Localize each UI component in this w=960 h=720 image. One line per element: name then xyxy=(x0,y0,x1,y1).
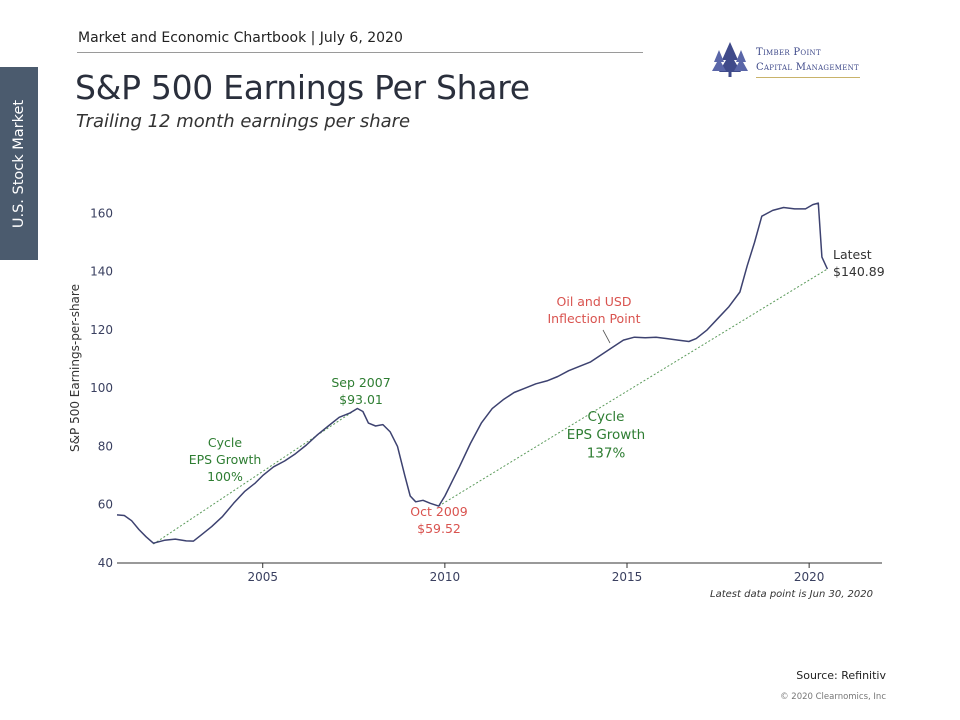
trend-label-2: EPS Growth xyxy=(567,427,645,443)
header-text: Market and Economic Chartbook | July 6, … xyxy=(78,30,403,46)
page-subtitle: Trailing 12 month earnings per share xyxy=(76,111,411,132)
annotation-trough-2009: $59.52 xyxy=(417,521,461,536)
x-tick-label: 2015 xyxy=(612,570,643,584)
x-tick-label: 2010 xyxy=(430,570,461,584)
page-title: S&P 500 Earnings Per Share xyxy=(75,68,530,107)
inflection-pointer xyxy=(602,329,611,344)
y-tick-label: 100 xyxy=(90,381,113,395)
trend-label-2: 137% xyxy=(587,445,626,461)
x-tick-label: 2005 xyxy=(247,570,278,584)
logo-line-1: Timber Point xyxy=(756,47,821,58)
trend-label-2: Cycle xyxy=(588,409,625,425)
logo-divider xyxy=(756,77,860,78)
annotation-inflection: Oil and USD xyxy=(557,294,632,309)
y-tick-label: 40 xyxy=(98,556,113,570)
note-text: Latest data point is Jun 30, 2020 xyxy=(710,589,873,600)
trend-label-1: EPS Growth xyxy=(189,452,262,467)
pine-trees-icon xyxy=(712,42,748,77)
annotation-latest: $140.89 xyxy=(833,264,885,279)
trend-label-1: 100% xyxy=(207,469,243,484)
series-line xyxy=(116,202,829,544)
copyright-text: © 2020 Clearnomics, Inc xyxy=(780,692,886,702)
side-tab: U.S. Stock Market xyxy=(0,67,38,260)
trend-line xyxy=(438,268,828,507)
annotation-latest: Latest xyxy=(833,247,872,262)
y-axis-label: S&P 500 Earnings-per-share xyxy=(68,284,82,452)
annotation-peak-2007: Sep 2007 xyxy=(331,375,390,390)
y-tick-label: 80 xyxy=(98,439,113,453)
y-tick-label: 140 xyxy=(90,265,113,279)
trend-label-1: Cycle xyxy=(208,435,242,450)
y-tick-label: 160 xyxy=(90,206,113,220)
y-tick-label: 120 xyxy=(90,323,113,337)
trend-line xyxy=(153,408,358,545)
annotation-peak-2007: $93.01 xyxy=(339,392,383,407)
source-text: Source: Refinitiv xyxy=(796,669,886,682)
logo-line-2: Capital Management xyxy=(756,62,859,73)
annotation-inflection: Inflection Point xyxy=(548,311,641,326)
x-tick-label: 2020 xyxy=(794,570,825,584)
logo: Timber Point Capital Management xyxy=(710,40,870,82)
annotation-trough-2009: Oct 2009 xyxy=(410,504,467,519)
header-divider xyxy=(77,52,643,53)
y-tick-label: 60 xyxy=(98,498,113,512)
